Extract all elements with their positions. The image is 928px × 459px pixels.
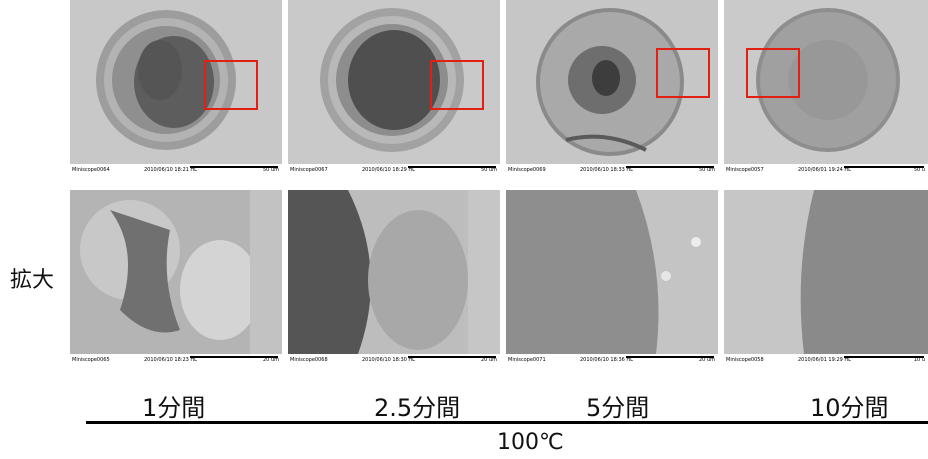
scale-bar (190, 166, 278, 168)
scale-bar (626, 166, 714, 168)
scale-label: 20 um (481, 357, 497, 363)
scale-label: 50 um (699, 167, 715, 173)
micrograph-image (288, 0, 500, 164)
micrograph-image (70, 190, 282, 354)
micrograph-footer: Miniscope0064 2010/06/10 18:21 HL 50 um (70, 164, 282, 176)
temperature-label: 100℃ (497, 430, 564, 455)
micrograph-footer: Miniscope0057 2010/06/01 19:24 HL 50 u (724, 164, 928, 176)
condition-label-1: 1分間 (142, 394, 206, 422)
scale-label: 50 um (263, 167, 279, 173)
overview-panel-3: Miniscope0069 2010/06/10 18:33 HL 50 um (506, 0, 718, 176)
sem-zoom-graphic (506, 190, 718, 354)
highlight-box (204, 60, 258, 110)
file-name: Miniscope0065 (72, 357, 110, 363)
capture-date: 2010/06/10 18:21 HL (144, 167, 197, 173)
micrograph-image (724, 190, 928, 354)
overview-panel-4: Miniscope0057 2010/06/01 19:24 HL 50 u (724, 0, 928, 176)
sem-zoom-graphic (70, 190, 282, 354)
highlight-box (430, 60, 484, 110)
sem-overview-graphic (70, 0, 282, 164)
micrograph-image (288, 190, 500, 354)
scale-bar (844, 356, 924, 358)
condition-label-3: 5分間 (586, 394, 650, 422)
overview-panel-2: Miniscope0067 2010/06/10 18:29 HL 50 um (288, 0, 500, 176)
scale-label: 10 u (913, 357, 925, 363)
file-name: Miniscope0067 (290, 167, 328, 173)
capture-date: 2010/06/01 19:29 HL (798, 357, 851, 363)
micrograph-image (70, 0, 282, 164)
file-name: Miniscope0058 (726, 357, 764, 363)
micrograph-footer: Miniscope0067 2010/06/10 18:29 HL 50 um (288, 164, 500, 176)
micrograph-image (506, 0, 718, 164)
capture-date: 2010/06/10 18:30 HL (362, 357, 415, 363)
highlight-box (656, 48, 710, 98)
scale-bar (190, 356, 278, 358)
condition-label-2: 2.5分間 (374, 394, 461, 422)
highlight-box (746, 48, 800, 98)
scale-label: 50 um (481, 167, 497, 173)
zoom-panel-3: Miniscope0071 2010/06/10 18:36 HL 20 um (506, 190, 718, 366)
scale-bar (408, 356, 496, 358)
micrograph-footer: Miniscope0058 2010/06/01 19:29 HL 10 u (724, 354, 928, 366)
micrograph-footer: Miniscope0065 2010/06/10 18:23 HL 20 um (70, 354, 282, 366)
overview-panel-1: Miniscope0064 2010/06/10 18:21 HL 50 um (70, 0, 282, 176)
micrograph-footer: Miniscope0068 2010/06/10 18:30 HL 20 um (288, 354, 500, 366)
zoom-panel-2: Miniscope0068 2010/06/10 18:30 HL 20 um (288, 190, 500, 366)
capture-date: 2010/06/01 19:24 HL (798, 167, 851, 173)
capture-date: 2010/06/10 18:36 HL (580, 357, 633, 363)
row-label-zoom: 拡大 (10, 268, 55, 293)
micrograph-image (724, 0, 928, 164)
zoom-panel-4: Miniscope0058 2010/06/01 19:29 HL 10 u (724, 190, 928, 366)
file-name: Miniscope0064 (72, 167, 110, 173)
scale-bar (626, 356, 714, 358)
file-name: Miniscope0071 (508, 357, 546, 363)
sem-overview-graphic (288, 0, 500, 164)
sem-zoom-graphic (724, 190, 928, 354)
micrograph-footer: Miniscope0071 2010/06/10 18:36 HL 20 um (506, 354, 718, 366)
sem-overview-graphic (724, 0, 928, 164)
scale-label: 20 um (699, 357, 715, 363)
file-name: Miniscope0068 (290, 357, 328, 363)
micrograph-footer: Miniscope0069 2010/06/10 18:33 HL 50 um (506, 164, 718, 176)
scale-label: 20 um (263, 357, 279, 363)
sem-overview-graphic (506, 0, 718, 164)
scale-bar (408, 166, 496, 168)
capture-date: 2010/06/10 18:33 HL (580, 167, 633, 173)
zoom-panel-1: Miniscope0065 2010/06/10 18:23 HL 20 um (70, 190, 282, 366)
capture-date: 2010/06/10 18:23 HL (144, 357, 197, 363)
sem-zoom-graphic (288, 190, 500, 354)
divider-line (86, 421, 928, 424)
condition-label-4: 10分間 (810, 394, 889, 422)
scale-label: 50 u (913, 167, 925, 173)
scale-bar (844, 166, 924, 168)
file-name: Miniscope0069 (508, 167, 546, 173)
file-name: Miniscope0057 (726, 167, 764, 173)
capture-date: 2010/06/10 18:29 HL (362, 167, 415, 173)
micrograph-image (506, 190, 718, 354)
